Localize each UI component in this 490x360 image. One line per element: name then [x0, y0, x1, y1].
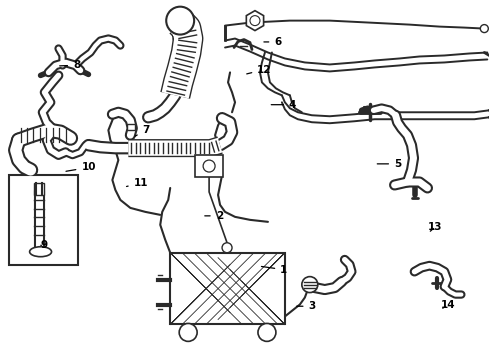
Text: 4: 4: [271, 100, 296, 110]
Text: 8: 8: [60, 60, 80, 70]
Circle shape: [480, 24, 489, 32]
Text: 13: 13: [428, 222, 443, 231]
Bar: [170, 253, 285, 324]
Bar: [127, 124, 135, 130]
Circle shape: [179, 323, 197, 341]
Text: 6: 6: [264, 37, 282, 47]
Text: 14: 14: [441, 300, 455, 310]
Circle shape: [258, 323, 276, 341]
Circle shape: [302, 276, 318, 293]
Text: 11: 11: [126, 178, 148, 188]
Ellipse shape: [29, 247, 51, 257]
Text: 10: 10: [66, 162, 96, 172]
Bar: [195, 155, 223, 177]
Circle shape: [222, 243, 232, 253]
Bar: [9, 175, 78, 265]
Polygon shape: [246, 11, 264, 31]
Text: 1: 1: [262, 265, 288, 275]
Bar: [34, 183, 44, 195]
Text: 2: 2: [205, 211, 223, 221]
Text: 5: 5: [377, 159, 401, 169]
Text: 12: 12: [247, 64, 272, 75]
Text: 3: 3: [296, 301, 316, 311]
Circle shape: [166, 7, 194, 35]
Circle shape: [250, 15, 260, 26]
Circle shape: [203, 160, 215, 172]
Text: 7: 7: [135, 125, 150, 136]
Text: 9: 9: [41, 240, 48, 250]
